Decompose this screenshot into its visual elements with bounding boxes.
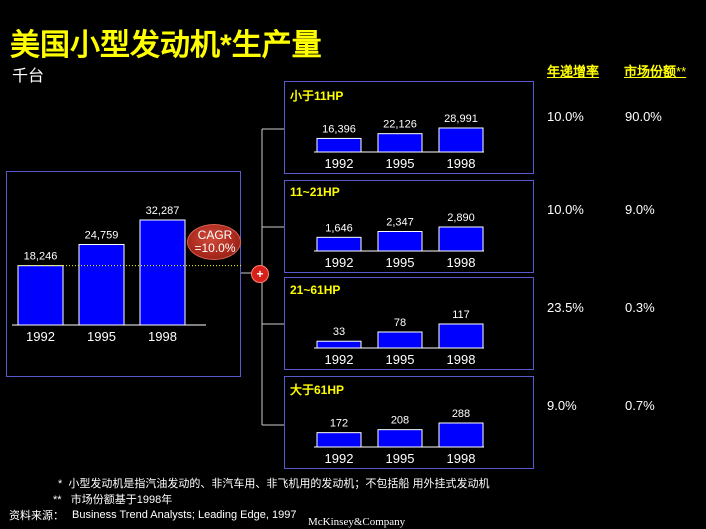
cagr-value: =10.0% bbox=[194, 241, 236, 255]
bar-1995 bbox=[377, 429, 423, 448]
panel-frame bbox=[284, 277, 534, 370]
bar-1992 bbox=[316, 137, 362, 153]
category-label-1995: 1995 bbox=[386, 255, 415, 270]
unit-label: 千台 bbox=[12, 68, 45, 85]
category-label-1995: 1995 bbox=[386, 352, 415, 367]
panel-frame bbox=[284, 376, 534, 469]
total-production-chart: 18,246 1992 24,759 1995 32,287 1998 bbox=[6, 171, 241, 377]
mckinsey-logo: McKinsey&Company bbox=[308, 516, 406, 528]
panel-title-over-61hp: 大于61HP bbox=[290, 383, 345, 397]
footnote-2: ** 市场份额基于1998年 bbox=[53, 494, 173, 506]
panel-title-21-61hp: 21~61HP bbox=[290, 283, 341, 297]
category-label-1992: 1992 bbox=[325, 352, 354, 367]
panel-title-under-11hp: 小于11HP bbox=[290, 89, 344, 103]
category-label-1998: 1998 bbox=[447, 352, 476, 367]
category-label-1998: 1998 bbox=[447, 156, 476, 171]
share-11-21hp: 9.0% bbox=[625, 202, 655, 217]
cagr-badge: CAGR =10.0% bbox=[187, 224, 241, 260]
growth-under-11hp: 10.0% bbox=[547, 109, 584, 124]
category-label-1992: 1992 bbox=[325, 156, 354, 171]
bar-1992 bbox=[316, 340, 362, 349]
category-label-1992: 1992 bbox=[325, 255, 354, 270]
growth-21-61hp: 23.5% bbox=[547, 300, 584, 315]
category-label-1998: 1998 bbox=[447, 451, 476, 466]
value-label-1995: 208 bbox=[391, 415, 409, 427]
value-label-1992: 1,646 bbox=[325, 222, 353, 234]
value-label-1995: 24,759 bbox=[85, 229, 119, 241]
category-label-1998: 1998 bbox=[148, 329, 177, 344]
footnote-1: * 小型发动机是指汽油发动的、非汽车用、非飞机用的发动机；不包括船 用外挂式发动… bbox=[58, 478, 490, 490]
share-21-61hp: 0.3% bbox=[625, 300, 655, 315]
value-label-1995: 78 bbox=[394, 317, 406, 329]
bar-1995 bbox=[377, 231, 423, 252]
growth-11-21hp: 10.0% bbox=[547, 202, 584, 217]
bar-1995 bbox=[377, 133, 423, 153]
bar-1998 bbox=[438, 127, 484, 153]
category-label-1992: 1992 bbox=[325, 451, 354, 466]
plus-icon: + bbox=[251, 265, 269, 283]
market-share-header: 市场份额** bbox=[624, 64, 687, 79]
bar-1992 bbox=[316, 236, 362, 252]
value-label-1998: 32,287 bbox=[146, 205, 180, 217]
bar-1992 bbox=[17, 265, 64, 326]
bar-1995 bbox=[78, 243, 125, 326]
value-label-1995: 2,347 bbox=[386, 217, 414, 229]
category-label-1995: 1995 bbox=[386, 156, 415, 171]
share-over-61hp: 0.7% bbox=[625, 398, 655, 413]
21-61hp-chart: 33 1992 78 1995 117 1998 bbox=[284, 277, 534, 370]
category-label-1995: 1995 bbox=[386, 451, 415, 466]
growth-rate-header: 年递增率 bbox=[547, 64, 600, 79]
category-label-1995: 1995 bbox=[87, 329, 116, 344]
panel-frame bbox=[284, 81, 534, 174]
growth-over-61hp: 9.0% bbox=[547, 398, 577, 413]
share-under-11hp: 90.0% bbox=[625, 109, 662, 124]
bar-1992 bbox=[316, 432, 362, 448]
value-label-1998: 28,991 bbox=[444, 113, 478, 125]
bar-1998 bbox=[438, 422, 484, 448]
value-label-1995: 22,126 bbox=[383, 119, 417, 131]
bar-1998 bbox=[438, 323, 484, 349]
page-title: 美国小型发动机*生产量 bbox=[10, 29, 322, 62]
source-label: 资料来源： bbox=[9, 510, 64, 522]
over-61hp-chart: 172 1992 208 1995 288 1998 bbox=[284, 376, 534, 469]
under-11hp-chart: 16,396 1992 22,126 1995 28,991 1998 bbox=[284, 81, 534, 174]
bar-1998 bbox=[139, 219, 186, 326]
value-label-1992: 18,246 bbox=[24, 251, 58, 263]
panel-title-11-21hp: 11~21HP bbox=[290, 185, 340, 199]
value-label-1998: 2,890 bbox=[447, 212, 475, 224]
value-label-1998: 288 bbox=[452, 408, 470, 420]
value-label-1998: 117 bbox=[452, 309, 470, 321]
cagr-label: CAGR bbox=[197, 228, 233, 242]
value-label-1992: 33 bbox=[333, 326, 345, 338]
11-21hp-chart: 1,646 1992 2,347 1995 2,890 1998 bbox=[284, 180, 534, 273]
value-label-1992: 16,396 bbox=[322, 123, 356, 135]
panel-frame bbox=[6, 171, 241, 377]
bar-1995 bbox=[377, 331, 423, 349]
category-label-1998: 1998 bbox=[447, 255, 476, 270]
category-label-1992: 1992 bbox=[26, 329, 55, 344]
panel-frame bbox=[284, 180, 534, 273]
value-label-1992: 172 bbox=[330, 418, 348, 430]
source-text: Business Trend Analysts; Leading Edge, 1… bbox=[72, 509, 297, 521]
bar-1998 bbox=[438, 226, 484, 252]
